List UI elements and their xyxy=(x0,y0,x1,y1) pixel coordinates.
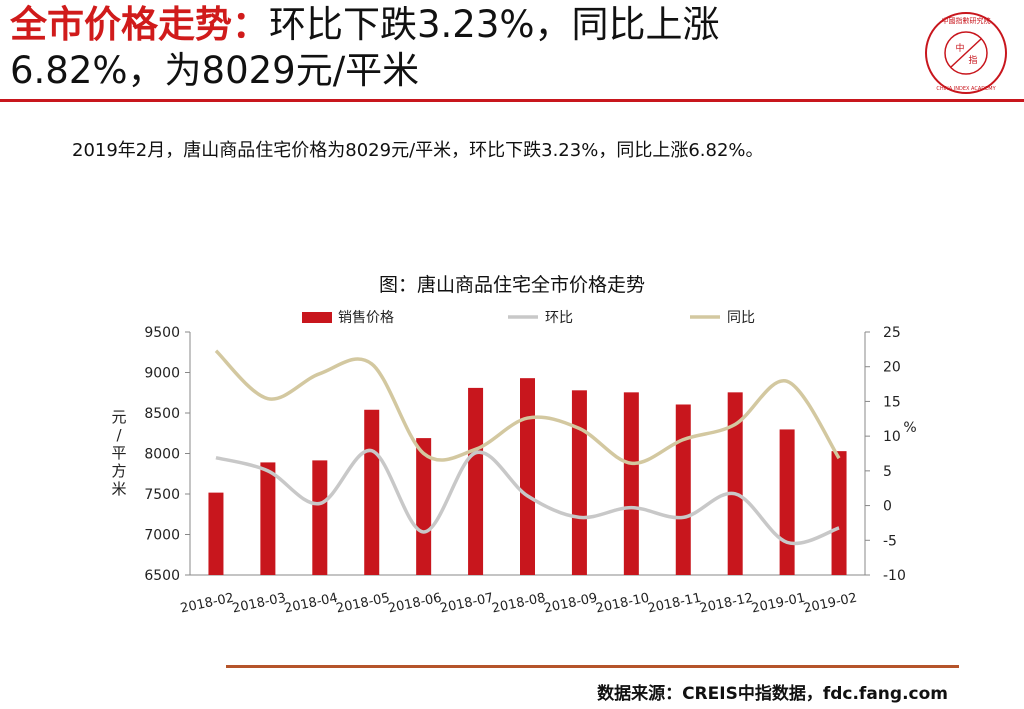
bar-2019-02 xyxy=(831,451,847,575)
series-line-mom xyxy=(215,448,840,546)
y-axis-label-char: 平 xyxy=(111,444,126,462)
bar-2018-04 xyxy=(312,460,328,575)
y2-tick-label: 0 xyxy=(883,499,892,515)
y-tick-label: 7500 xyxy=(144,487,180,503)
bar-2018-03 xyxy=(260,462,276,575)
title-line1: 环比下跌3.23%，同比上涨 xyxy=(269,3,720,46)
y2-tick-label: 20 xyxy=(883,360,901,376)
title-line2: 6.82%，为8029元/平米 xyxy=(10,49,420,92)
bar-2018-11 xyxy=(675,404,691,575)
legend-label-mom: 环比 xyxy=(545,310,573,326)
x-tick-label: 2018-06 xyxy=(387,591,443,617)
bar-2018-09 xyxy=(571,390,587,575)
logo-text-top: 中國指數研究院 xyxy=(942,16,991,25)
y2-tick-label: -10 xyxy=(883,568,906,584)
x-tick-label: 2018-08 xyxy=(491,591,547,617)
y-axis-label-char: 米 xyxy=(111,480,126,498)
bar-2018-06 xyxy=(416,438,432,575)
title-highlight: 全市价格走势： xyxy=(10,3,269,46)
y-tick-label: 7000 xyxy=(144,528,180,544)
x-tick-label: 2018-05 xyxy=(335,591,391,617)
x-tick-label: 2019-01 xyxy=(750,591,806,617)
legend-label-yoy: 同比 xyxy=(727,310,755,326)
page-title: 全市价格走势：环比下跌3.23%，同比上涨 6.82%，为8029元/平米 xyxy=(10,2,910,94)
y-axis-label-char: 元 xyxy=(111,408,126,426)
x-tick-label: 2018-03 xyxy=(231,591,287,617)
y2-tick-label: 15 xyxy=(883,394,901,410)
bar-2018-07 xyxy=(468,387,484,575)
y2-tick-label: -5 xyxy=(883,533,897,549)
y2-tick-label: 10 xyxy=(883,429,901,445)
title-rule xyxy=(0,99,1024,102)
y2-axis-label: % xyxy=(903,420,916,436)
y-tick-label: 8500 xyxy=(144,406,180,422)
bar-2018-12 xyxy=(727,392,743,575)
china-index-academy-logo: 中國指數研究院 中 指 CHINA INDEX ACADEMY xyxy=(925,12,1007,94)
bar-2018-08 xyxy=(520,378,535,575)
y2-tick-label: 25 xyxy=(883,325,901,341)
bar-2018-10 xyxy=(623,392,639,575)
y-axis-label-char: / xyxy=(116,426,122,444)
bar-2019-01 xyxy=(779,429,795,575)
y-tick-label: 9000 xyxy=(144,366,180,382)
logo-text-bottom: CHINA INDEX ACADEMY xyxy=(936,86,996,92)
legend-label-price: 销售价格 xyxy=(338,310,394,326)
x-tick-label: 2018-12 xyxy=(698,591,754,617)
bar-2018-02 xyxy=(208,492,224,575)
data-source: 数据来源：CREIS中指数据，fdc.fang.com xyxy=(597,684,948,704)
x-tick-label: 2018-02 xyxy=(179,591,235,617)
x-tick-label: 2018-11 xyxy=(646,591,702,617)
chart-title: 图：唐山商品住宅全市价格走势 xyxy=(378,274,645,296)
y-tick-label: 8000 xyxy=(144,447,180,463)
x-tick-label: 2018-10 xyxy=(594,591,650,617)
y-axis-label-char: 方 xyxy=(111,462,126,480)
series-line-yoy xyxy=(214,349,841,465)
logo-text-center-1: 中 xyxy=(955,42,964,54)
logo-text-center-2: 指 xyxy=(968,54,977,66)
y2-tick-label: 5 xyxy=(883,464,892,480)
x-tick-label: 2019-02 xyxy=(802,591,858,617)
bottom-rule xyxy=(226,665,959,668)
legend-swatch-price xyxy=(302,312,332,323)
y-tick-label: 6500 xyxy=(144,568,180,584)
x-tick-label: 2018-09 xyxy=(543,591,599,617)
x-tick-label: 2018-07 xyxy=(439,591,495,617)
summary-text: 2019年2月，唐山商品住宅价格为8029元/平米，环比下跌3.23%，同比上涨… xyxy=(72,140,764,161)
x-tick-label: 2018-04 xyxy=(283,591,339,617)
y-tick-label: 9500 xyxy=(144,325,180,341)
bar-2018-05 xyxy=(364,409,380,575)
